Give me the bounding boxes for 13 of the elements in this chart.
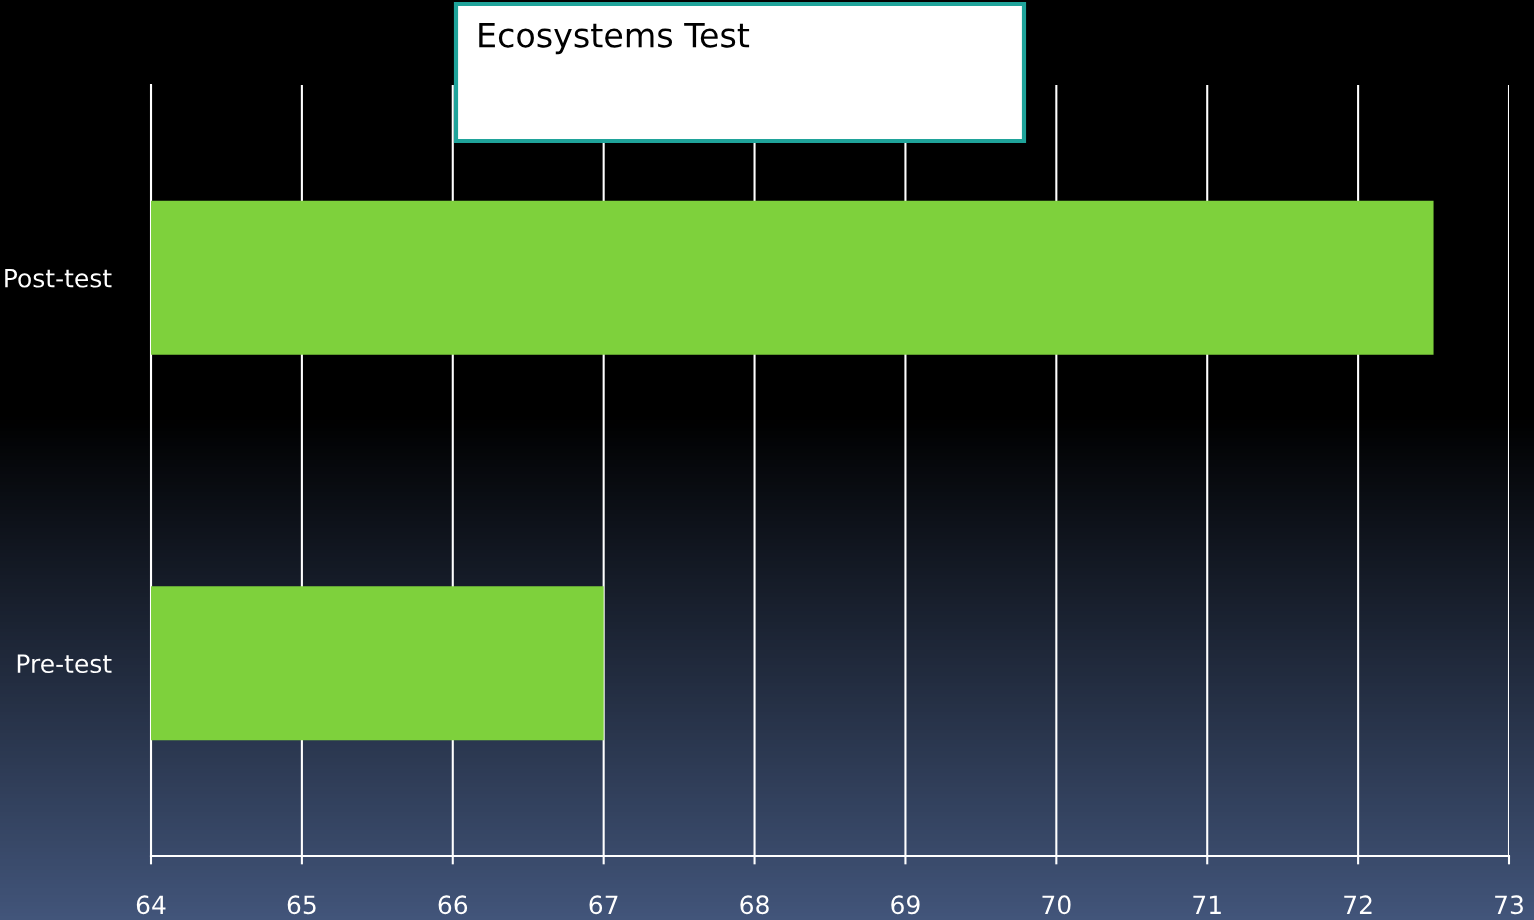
x-tick-label: 66: [438, 895, 468, 915]
y-tick-label: Pre-test: [17, 654, 112, 674]
x-tick-label: 72: [1344, 895, 1372, 914]
x-tick-label: 64: [136, 895, 166, 915]
x-tick-label: 68: [740, 895, 769, 915]
x-tick-label: 67: [589, 895, 618, 915]
y-tick-label: Post-test: [5, 269, 112, 288]
x-tick-label: 71: [1193, 895, 1221, 914]
x-tick-label: 65: [287, 895, 316, 915]
x-tick-label: 73: [1495, 895, 1523, 915]
chart-title: Ecosystems Test: [479, 22, 750, 55]
x-tick-label: 69: [891, 895, 920, 915]
x-tick-label: 70: [1042, 895, 1071, 915]
